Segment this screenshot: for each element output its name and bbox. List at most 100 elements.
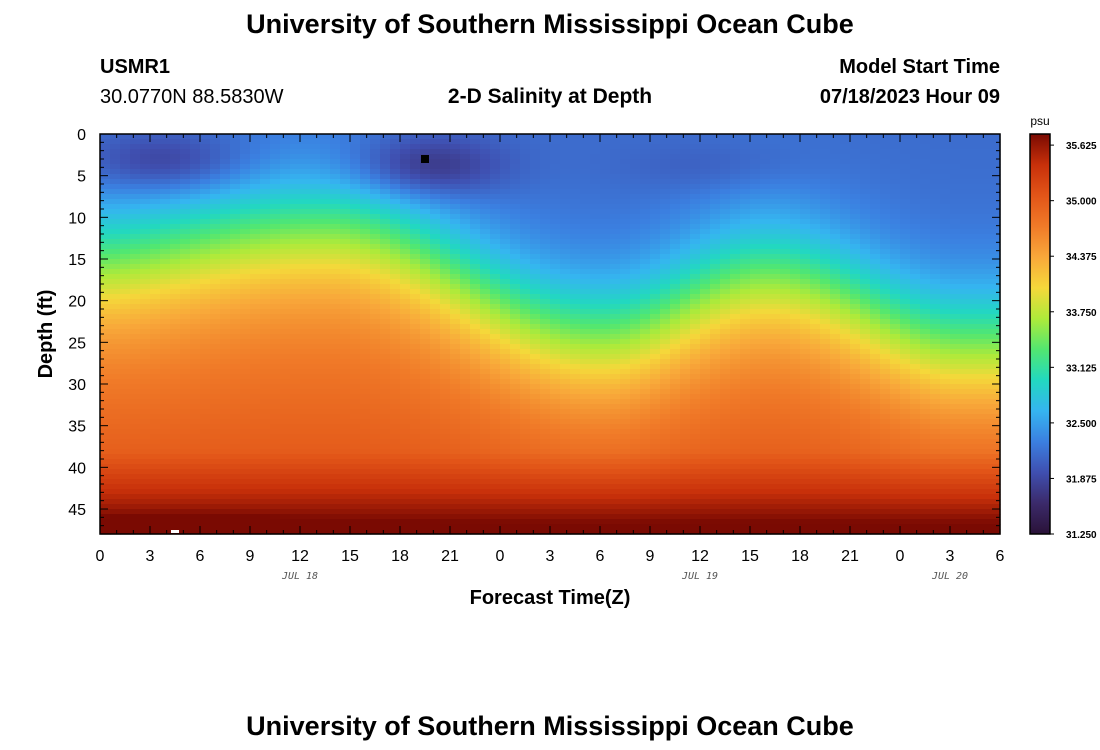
heatmap-cell [490,314,501,320]
top-title: University of Southern Mississippi Ocean… [246,9,854,39]
heatmap-cell [430,389,441,395]
heatmap-cell [220,224,231,230]
heatmap-cell [680,149,691,155]
heatmap-cell [250,199,261,205]
heatmap-cell [670,484,681,490]
heatmap-cell [270,314,281,320]
heatmap-cell [270,519,281,525]
heatmap-cell [190,379,201,385]
heatmap-cell [190,414,201,420]
heatmap-cell [370,484,381,490]
heatmap-cell [610,144,621,150]
heatmap-cell [310,499,321,505]
heatmap-cell [260,449,271,455]
heatmap-cell [670,274,681,280]
heatmap-cell [170,489,181,495]
heatmap-cell [450,329,461,335]
heatmap-cell [430,199,441,205]
heatmap-cell [490,174,501,180]
heatmap-cell [230,284,241,290]
heatmap-cell [650,289,661,295]
heatmap-cell [490,344,501,350]
heatmap-cell [510,444,521,450]
heatmap-cell [290,144,301,150]
heatmap-cell [550,369,561,375]
heatmap-cell [420,444,431,450]
heatmap-cell [240,424,251,430]
heatmap-cell [130,509,141,515]
heatmap-cell [690,459,701,465]
heatmap-cell [570,209,581,215]
heatmap-cell [240,144,251,150]
heatmap-cell [100,199,111,205]
heatmap-cell [180,194,191,200]
heatmap-cell [230,344,241,350]
heatmap-cell [580,454,591,460]
heatmap-cell [600,489,611,495]
heatmap-cell [240,134,251,140]
heatmap-cell [640,184,651,190]
heatmap-cell [560,214,571,220]
heatmap-cell [150,509,161,515]
heatmap-cell [120,259,131,265]
heatmap-cell [650,154,661,160]
heatmap-cell [630,184,641,190]
heatmap-cell [560,319,571,325]
heatmap-cell [350,494,361,500]
heatmap-cell [120,469,131,475]
heatmap-cell [300,239,311,245]
heatmap-cell [540,454,551,460]
heatmap-cell [440,244,451,250]
heatmap-cell [430,469,441,475]
heatmap-cell [520,189,531,195]
heatmap-cell [270,279,281,285]
heatmap-cell [330,339,341,345]
heatmap-cell [480,324,491,330]
heatmap-cell [560,244,571,250]
heatmap-cell [100,234,111,240]
heatmap-cell [120,479,131,485]
heatmap-cell [430,294,441,300]
heatmap-cell [250,314,261,320]
heatmap-cell [590,204,601,210]
heatmap-cell [110,189,121,195]
heatmap-cell [480,384,491,390]
heatmap-cell [650,349,661,355]
heatmap-cell [300,229,311,235]
heatmap-cell [710,524,721,530]
heatmap-cell [620,299,631,305]
heatmap-cell [610,274,621,280]
heatmap-cell [210,424,221,430]
heatmap-cell [190,139,201,145]
heatmap-cell [600,314,611,320]
heatmap-cell [430,139,441,145]
heatmap-cell [140,299,151,305]
heatmap-cell [690,239,701,245]
heatmap-cell [610,474,621,480]
heatmap-cell [300,254,311,260]
heatmap-cell [160,509,171,515]
heatmap-cell [300,439,311,445]
heatmap-cell [420,419,431,425]
heatmap-cell [300,384,311,390]
heatmap-cell [120,524,131,530]
heatmap-cell [310,299,321,305]
heatmap-cell [160,359,171,365]
heatmap-cell [470,179,481,185]
heatmap-cell [460,184,471,190]
heatmap-cell [350,514,361,520]
heatmap-cell [650,514,661,520]
heatmap-cell [240,254,251,260]
heatmap-cell [570,279,581,285]
heatmap-cell [150,209,161,215]
heatmap-cell [190,314,201,320]
heatmap-cell [340,144,351,150]
heatmap-cell [640,304,651,310]
heatmap-cell [390,439,401,445]
heatmap-cell [150,474,161,480]
heatmap-cell [410,449,421,455]
heatmap-cell [590,514,601,520]
heatmap-cell [330,349,341,355]
heatmap-cell [480,454,491,460]
heatmap-cell [230,149,241,155]
